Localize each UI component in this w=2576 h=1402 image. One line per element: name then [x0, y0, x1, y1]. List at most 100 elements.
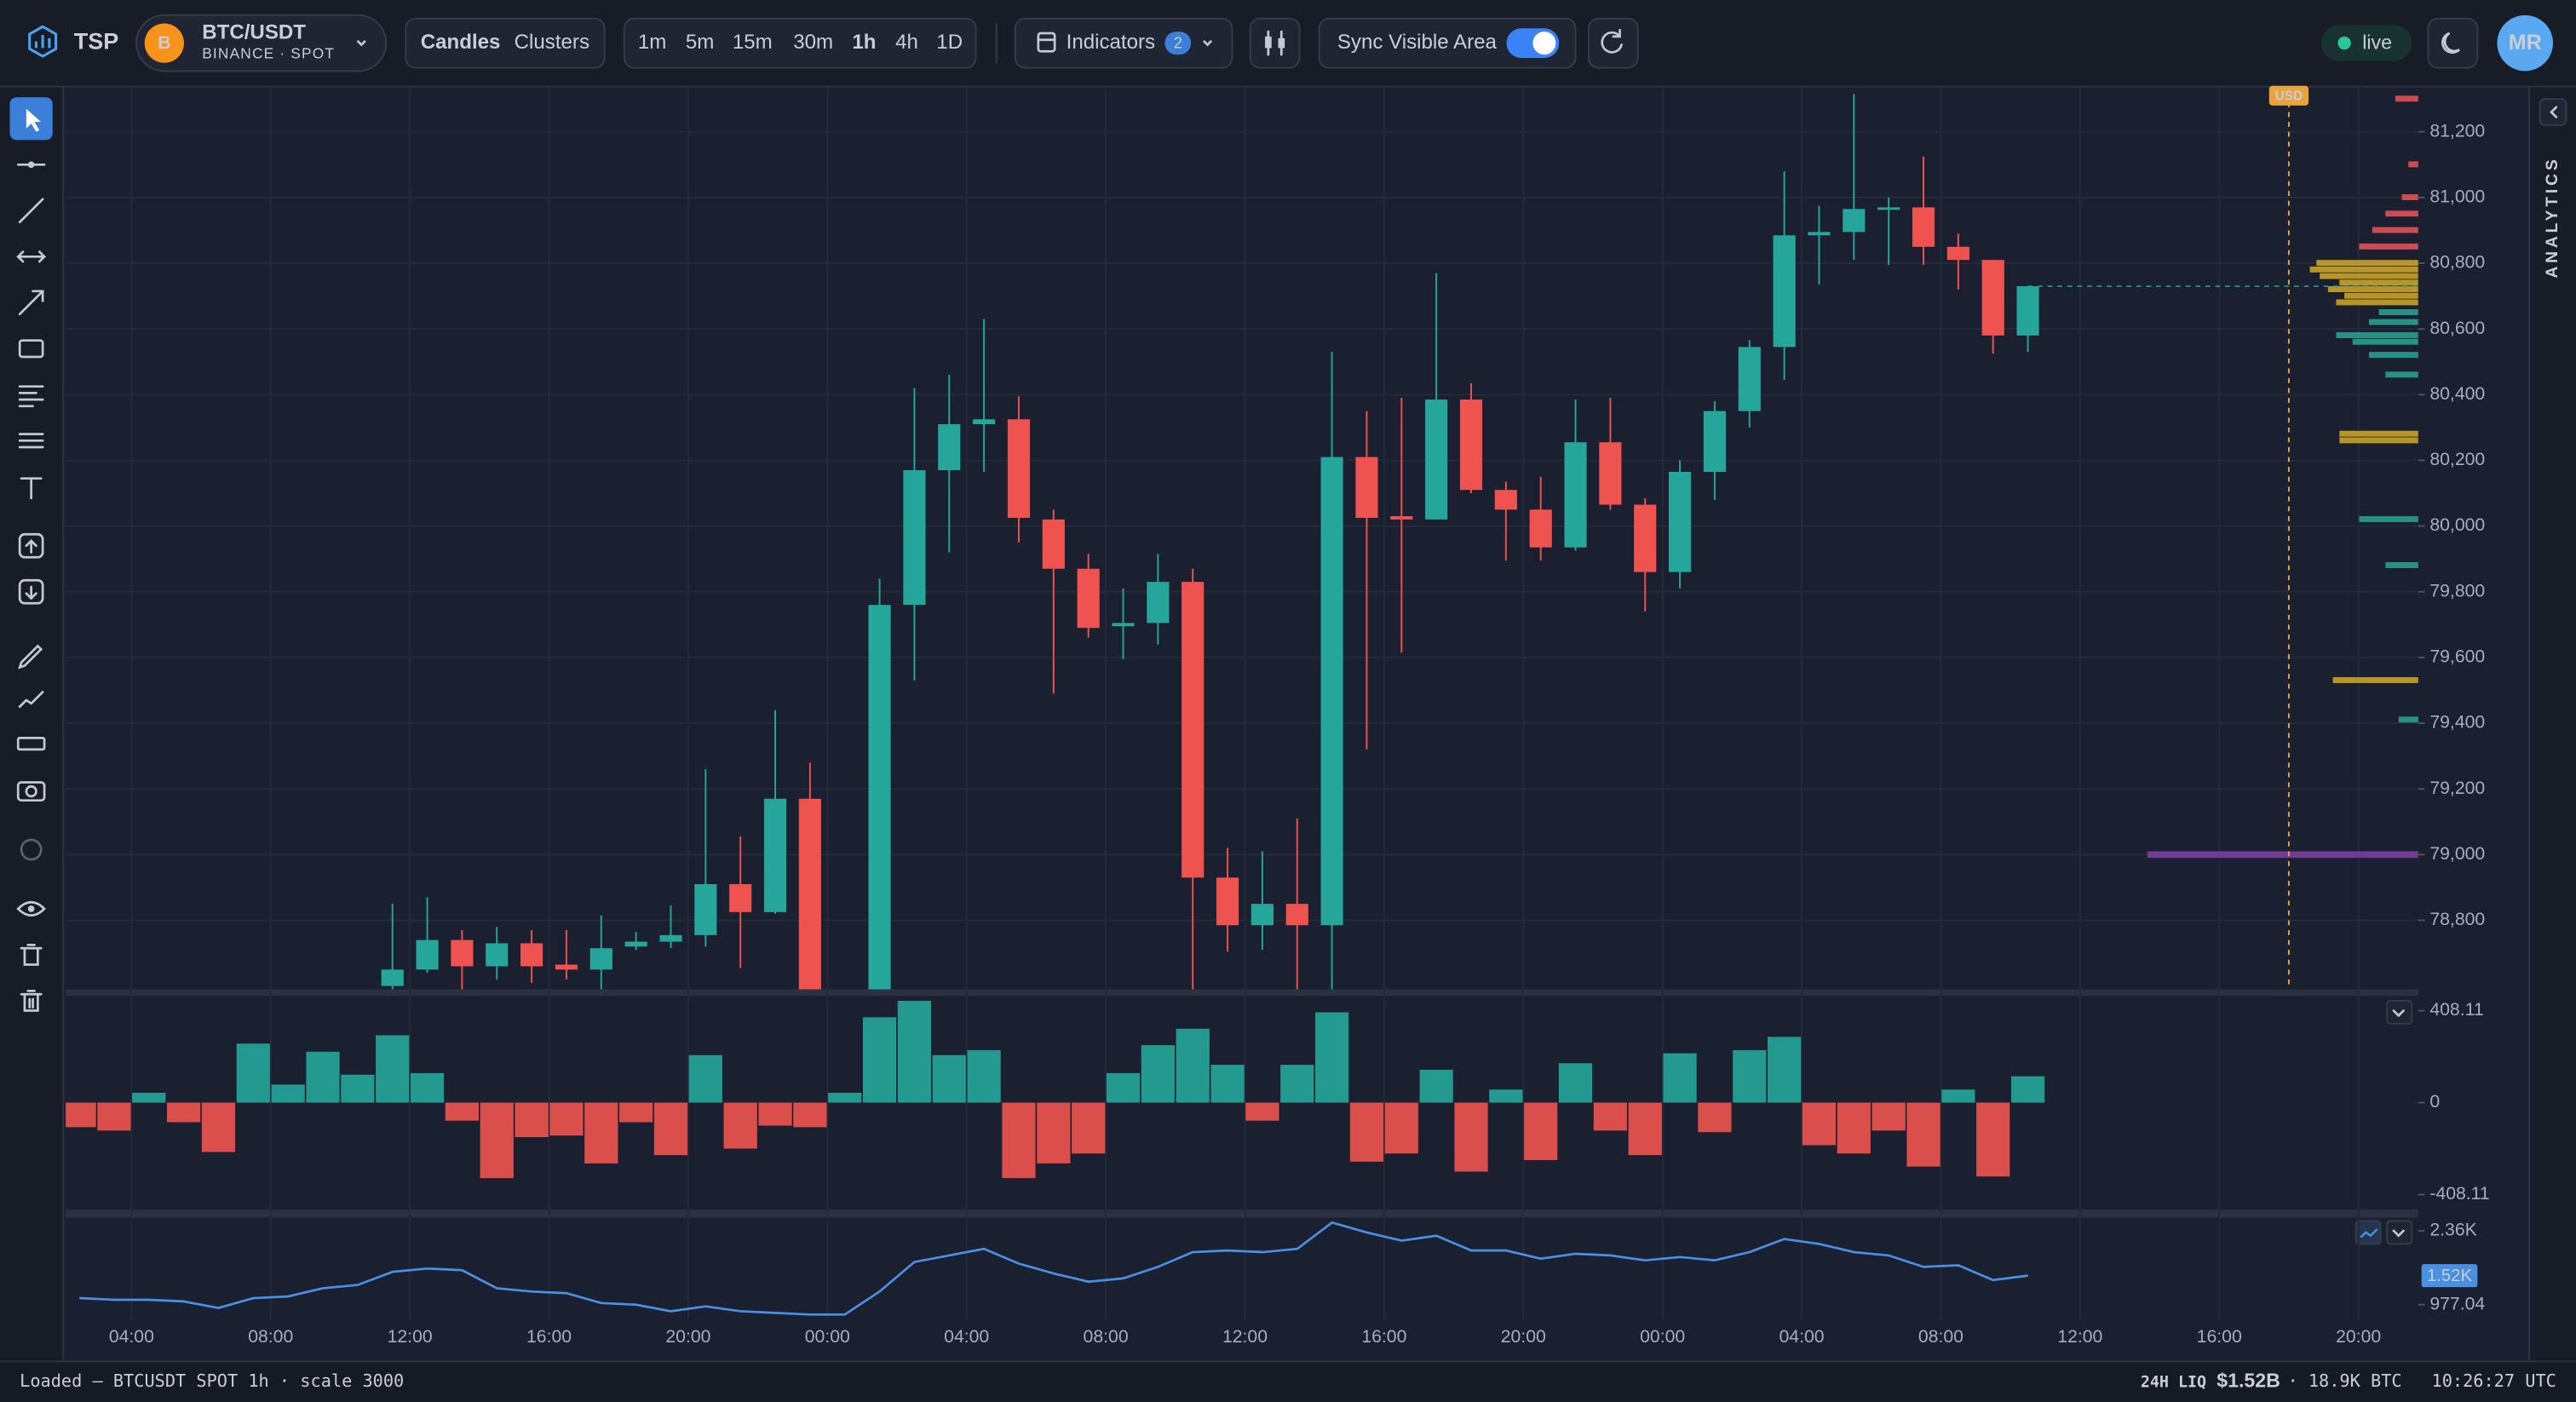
delta-bar: [1698, 1102, 1732, 1133]
refresh-icon: [1601, 28, 1623, 54]
x-tick-label: 20:00: [2336, 1327, 2381, 1347]
delta-bar: [897, 1000, 932, 1103]
tool-visibility-dot: [27, 905, 35, 912]
sidebar-toggle[interactable]: [2539, 98, 2567, 127]
timeframe-option[interactable]: 1h: [852, 31, 876, 54]
tool-pencil[interactable]: [18, 644, 43, 669]
delta-bar: [619, 1102, 653, 1123]
profile-bar: [2309, 266, 2418, 273]
currency-tag: [2268, 85, 2309, 106]
tool-visibility[interactable]: [16, 900, 46, 917]
delta-bar: [1768, 1037, 1802, 1103]
timeframe-option[interactable]: 4h: [895, 31, 918, 54]
y-tick-label: 2.36K: [2429, 1221, 2476, 1240]
refresh-button[interactable]: [1587, 17, 1639, 69]
series-line: [79, 1221, 2028, 1316]
delta-bar: [1037, 1102, 1071, 1164]
tool-brush[interactable]: [18, 691, 44, 709]
mode-option[interactable]: Clusters: [515, 31, 589, 54]
line-toggle-icon: [2360, 1228, 2378, 1238]
candle-body: [1077, 568, 1100, 629]
live-status: live: [2362, 32, 2392, 54]
tool-long[interactable]: [18, 532, 44, 559]
mode-group: [405, 17, 606, 69]
right-sidebar: [2528, 87, 2576, 1361]
timeframe-option[interactable]: 5m: [686, 31, 714, 54]
profile-bar: [2408, 161, 2418, 168]
timeframe-option[interactable]: 1m: [638, 31, 666, 54]
line-toggle-button[interactable]: [2355, 1220, 2382, 1245]
liq-value: $1.52B: [2217, 1370, 2280, 1392]
timeframe-option[interactable]: 1D: [936, 31, 963, 54]
x-tick-label: 16:00: [526, 1327, 572, 1347]
chart-type-button[interactable]: [1249, 17, 1301, 69]
tool-short[interactable]: [18, 578, 44, 605]
candle-body: [1425, 399, 1448, 520]
symbol-icon-letter: B: [158, 33, 170, 53]
delta-bar: [1906, 1102, 1941, 1167]
timeframe-option[interactable]: 15m: [733, 31, 773, 54]
x-tick-label: 00:00: [1640, 1327, 1685, 1347]
x-tick-label: 12:00: [388, 1327, 433, 1347]
candle-body: [1355, 457, 1378, 518]
delta-bar: [1210, 1065, 1245, 1103]
x-tick-label: 08:00: [1084, 1327, 1129, 1347]
y-tick-label: 79,800: [2429, 581, 2485, 600]
timeframe-option[interactable]: 30m: [793, 31, 833, 54]
chart-type-icon: [1265, 36, 1272, 49]
profile-bar: [2401, 194, 2418, 200]
delta-bar: [1106, 1072, 1141, 1103]
tool-text[interactable]: [20, 477, 43, 500]
candle-body: [729, 884, 752, 912]
tool-short-arrow: [25, 585, 37, 600]
delta-bar: [1489, 1089, 1523, 1103]
delta-bar: [967, 1049, 1001, 1103]
status-message: Loaded — BTCUSDT SPOT 1h · scale 3000: [20, 1370, 404, 1391]
collapse-button[interactable]: [2386, 1000, 2413, 1025]
tool-rectangle[interactable]: [18, 339, 44, 359]
symbol: BTC/USDT: [202, 20, 306, 43]
tool-fib[interactable]: [18, 385, 44, 408]
tool-range[interactable]: [16, 250, 46, 263]
liq-label: 24H LIQ: [2141, 1373, 2206, 1391]
delta-bar: [306, 1051, 340, 1103]
left-toolbar: [0, 87, 63, 1361]
delta-bar: [758, 1102, 792, 1126]
y-tick-label: -408.11: [2429, 1184, 2489, 1204]
delta-bar: [1941, 1089, 1975, 1103]
symbol-button[interactable]: [135, 14, 388, 72]
delta-bar: [1524, 1102, 1558, 1160]
delta-bar: [653, 1102, 688, 1156]
tool-magnet[interactable]: [20, 838, 43, 861]
tool-long-arrow: [25, 539, 37, 554]
tool-delete-all[interactable]: [20, 990, 43, 1012]
candle-body: [1808, 232, 1831, 236]
sync-toggle-knob: [1532, 32, 1556, 55]
candle-body: [868, 605, 891, 990]
collapse-button[interactable]: [2386, 1220, 2413, 1245]
tool-ruler[interactable]: [16, 737, 46, 751]
x-tick-label: 08:00: [248, 1327, 293, 1347]
delta-bar: [1872, 1102, 1906, 1131]
sync-button[interactable]: [1318, 17, 1577, 69]
line-panel: [79, 1221, 2028, 1316]
candle-body: [1007, 419, 1031, 518]
profile-bar: [2332, 677, 2418, 683]
profile-bar: [2369, 352, 2418, 359]
clock: 10:26:27 UTC: [2432, 1370, 2556, 1391]
avatar[interactable]: [2497, 14, 2553, 72]
indicators-button[interactable]: [1014, 17, 1233, 69]
tool-screenshot[interactable]: [16, 781, 46, 802]
candle-body: [555, 964, 578, 970]
theme-button[interactable]: [2427, 17, 2479, 69]
tool-arrow[interactable]: [18, 290, 44, 316]
delta-bar: [793, 1102, 827, 1128]
tool-delete[interactable]: [20, 944, 43, 966]
delta-bar: [1384, 1102, 1418, 1154]
logo[interactable]: [28, 25, 58, 58]
tool-lines[interactable]: [18, 433, 44, 449]
mode-option[interactable]: Candles: [421, 31, 501, 54]
x-tick-label: 20:00: [1501, 1327, 1546, 1347]
tool-trendline[interactable]: [18, 198, 44, 224]
